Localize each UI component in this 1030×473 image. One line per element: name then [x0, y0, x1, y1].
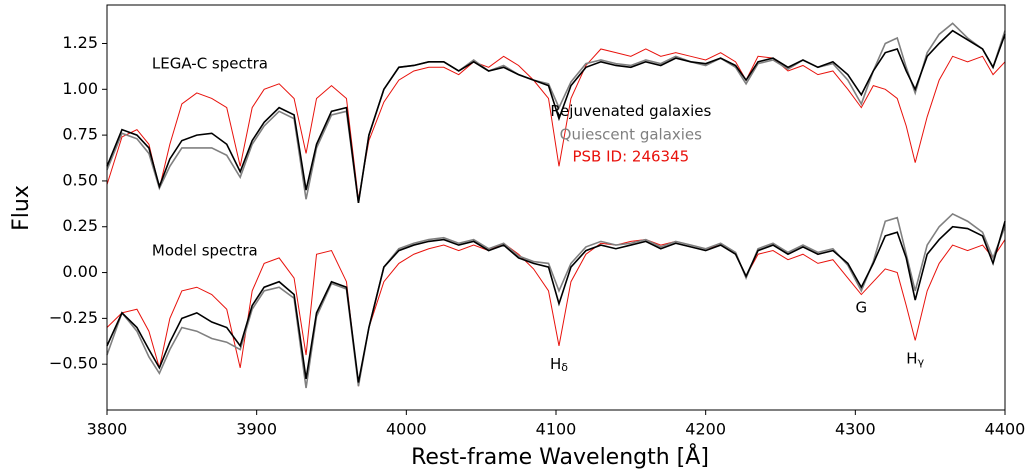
- x-tick-label: 3900: [236, 420, 277, 439]
- annotation: Model spectra: [152, 241, 258, 259]
- annotation: Hδ: [550, 355, 568, 375]
- y-tick-label: 0.50: [62, 170, 98, 189]
- annotation-text: Model spectra: [152, 241, 258, 259]
- y-tick-label: 1.00: [62, 79, 98, 98]
- y-tick-label: 0.25: [62, 216, 98, 235]
- legend-entry: Quiescent galaxies: [560, 126, 703, 144]
- annotation: G: [856, 298, 868, 316]
- y-tick-label: 0.00: [62, 262, 98, 281]
- legend-entry: PSB ID: 246345: [572, 148, 689, 166]
- x-tick-label: 4400: [985, 420, 1026, 439]
- annotation-subscript: δ: [561, 361, 568, 374]
- plot-frame: [106, 4, 1006, 411]
- annotation-text: H: [906, 349, 917, 367]
- spectrum-line: [106, 239, 1006, 387]
- x-tick-label: 4000: [386, 420, 427, 439]
- x-axis-label: Rest-frame Wavelength [Å]: [411, 443, 709, 470]
- y-tick-label: −0.50: [49, 354, 98, 373]
- y-tick-label: 0.75: [62, 125, 98, 144]
- x-tick-label: 3800: [87, 420, 128, 439]
- annotation: Hγ: [906, 349, 924, 369]
- annotation-text: H: [550, 355, 561, 373]
- spectrum-line: [106, 221, 1006, 383]
- annotation-text: G: [856, 298, 868, 316]
- x-tick-label: 4300: [835, 420, 876, 439]
- y-tick-label: −0.25: [49, 308, 98, 327]
- y-axis-label: Flux: [9, 185, 34, 231]
- annotation-subscript: γ: [918, 356, 925, 369]
- spectrum-line: [106, 29, 1006, 204]
- x-tick-label: 4100: [536, 420, 577, 439]
- spectrum-line: [106, 48, 1006, 200]
- x-tick-label: 4200: [685, 420, 726, 439]
- annotation: LEGA-C spectra: [152, 54, 268, 72]
- y-tick-label: 1.25: [62, 33, 98, 52]
- legend-entry: Rejuvenated galaxies: [550, 102, 711, 120]
- annotation-text: LEGA-C spectra: [152, 54, 268, 72]
